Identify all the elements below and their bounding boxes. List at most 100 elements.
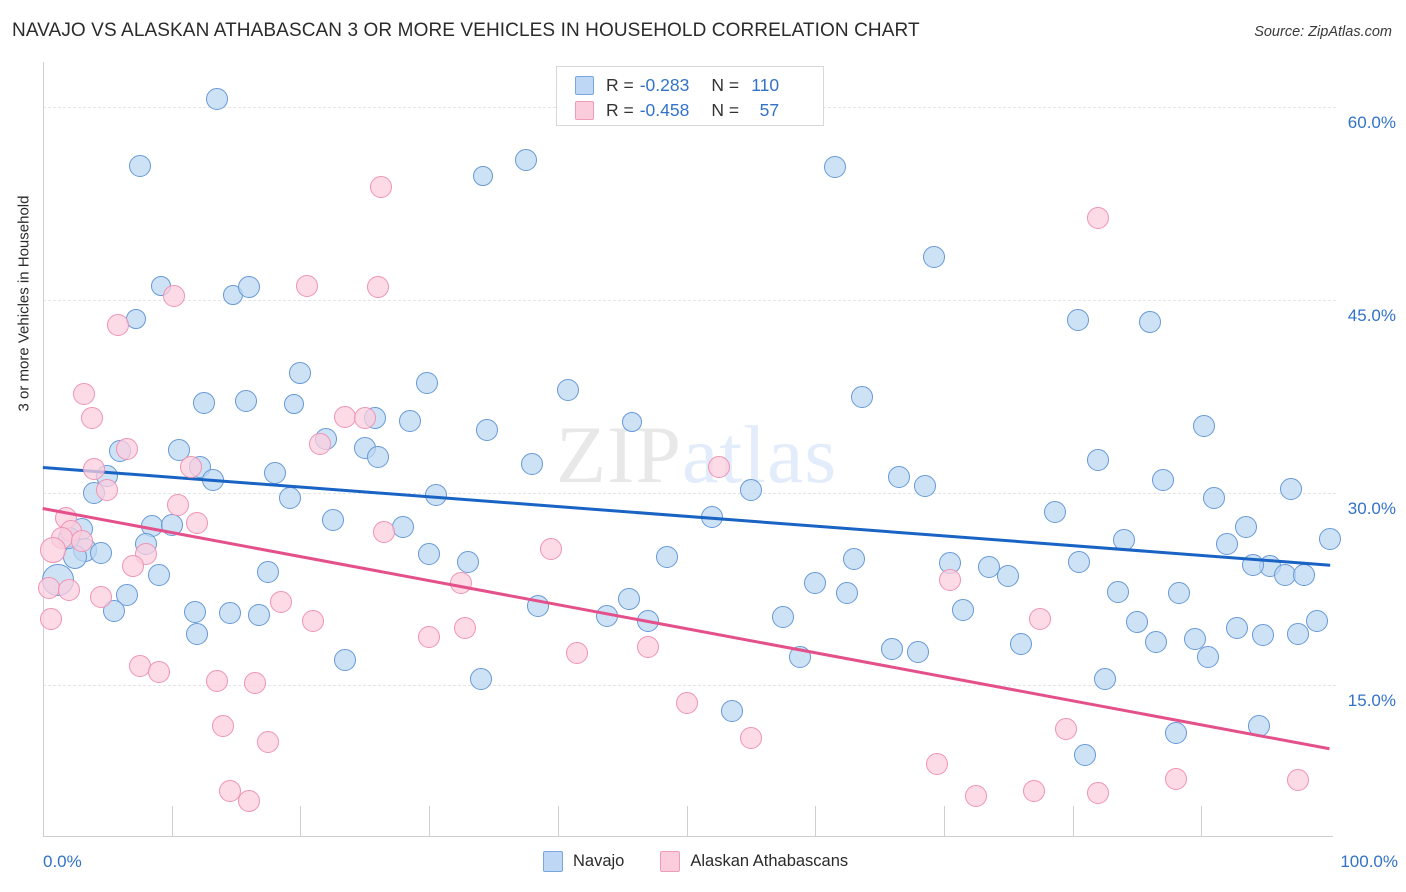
data-point[interactable]: [167, 494, 190, 517]
data-point[interactable]: [469, 667, 492, 690]
data-point[interactable]: [1022, 779, 1045, 802]
data-point[interactable]: [617, 588, 640, 611]
data-point[interactable]: [1280, 477, 1303, 500]
data-point[interactable]: [788, 646, 811, 669]
data-point[interactable]: [1196, 646, 1219, 669]
data-point[interactable]: [1145, 630, 1168, 653]
data-point[interactable]: [70, 530, 93, 553]
data-point[interactable]: [823, 156, 846, 179]
data-point[interactable]: [922, 246, 945, 269]
data-point[interactable]: [965, 784, 988, 807]
data-point[interactable]: [1235, 516, 1258, 539]
data-point[interactable]: [675, 692, 698, 715]
data-point[interactable]: [263, 462, 286, 485]
data-point[interactable]: [1216, 532, 1239, 555]
data-point[interactable]: [1241, 553, 1264, 576]
data-point[interactable]: [1203, 486, 1226, 509]
data-point[interactable]: [1168, 581, 1191, 604]
data-point[interactable]: [913, 475, 936, 498]
data-point[interactable]: [1293, 563, 1316, 586]
data-point[interactable]: [237, 275, 260, 298]
data-point[interactable]: [57, 579, 80, 602]
data-point[interactable]: [415, 372, 438, 395]
data-point[interactable]: [334, 648, 357, 671]
data-point[interactable]: [881, 638, 904, 661]
data-point[interactable]: [89, 585, 112, 608]
data-point[interactable]: [1068, 550, 1091, 573]
data-point[interactable]: [1093, 667, 1116, 690]
data-point[interactable]: [1138, 310, 1161, 333]
data-point[interactable]: [804, 571, 827, 594]
data-point[interactable]: [701, 505, 724, 528]
data-point[interactable]: [248, 603, 271, 626]
data-point[interactable]: [392, 516, 415, 539]
data-point[interactable]: [244, 671, 267, 694]
data-point[interactable]: [1055, 718, 1078, 741]
data-point[interactable]: [1286, 769, 1309, 792]
data-point[interactable]: [366, 275, 389, 298]
legend-label-alaskan-athabascans[interactable]: Alaskan Athabascans: [690, 852, 849, 870]
data-point[interactable]: [1087, 206, 1110, 229]
data-point[interactable]: [257, 561, 280, 584]
data-point[interactable]: [295, 274, 318, 297]
data-point[interactable]: [321, 508, 344, 531]
data-point[interactable]: [1226, 616, 1249, 639]
data-point[interactable]: [739, 478, 762, 501]
legend-swatch-navajo-icon[interactable]: [543, 851, 563, 872]
data-point[interactable]: [1151, 468, 1174, 491]
data-point[interactable]: [476, 418, 498, 441]
data-point[interactable]: [842, 548, 865, 571]
data-point[interactable]: [521, 453, 544, 476]
data-point[interactable]: [1113, 529, 1136, 552]
data-point[interactable]: [163, 284, 186, 307]
data-point[interactable]: [1029, 607, 1052, 630]
data-point[interactable]: [656, 545, 679, 568]
data-point[interactable]: [39, 607, 62, 630]
data-point[interactable]: [1010, 633, 1033, 656]
data-point[interactable]: [80, 407, 103, 429]
data-point[interactable]: [622, 411, 643, 432]
data-point[interactable]: [540, 538, 563, 561]
data-point[interactable]: [257, 730, 280, 753]
data-point[interactable]: [186, 512, 209, 535]
data-point[interactable]: [115, 437, 138, 460]
data-point[interactable]: [1106, 580, 1129, 603]
data-point[interactable]: [283, 393, 304, 414]
data-point[interactable]: [418, 625, 441, 648]
data-point[interactable]: [147, 563, 170, 586]
data-point[interactable]: [1043, 500, 1066, 523]
data-point[interactable]: [366, 445, 389, 468]
data-point[interactable]: [1286, 622, 1309, 645]
data-point[interactable]: [997, 565, 1020, 588]
data-point[interactable]: [772, 606, 795, 629]
data-point[interactable]: [456, 550, 479, 573]
data-point[interactable]: [168, 439, 191, 462]
data-point[interactable]: [192, 391, 215, 414]
data-point[interactable]: [183, 601, 206, 624]
data-point[interactable]: [353, 407, 376, 429]
data-point[interactable]: [73, 382, 96, 405]
data-point[interactable]: [1192, 414, 1215, 437]
data-point[interactable]: [125, 309, 146, 330]
data-point[interactable]: [122, 554, 145, 577]
data-point[interactable]: [106, 314, 129, 337]
data-point[interactable]: [1164, 721, 1187, 744]
data-point[interactable]: [850, 386, 873, 409]
data-point[interactable]: [279, 486, 302, 509]
data-point[interactable]: [907, 640, 930, 663]
data-point[interactable]: [270, 590, 293, 613]
data-point[interactable]: [720, 700, 743, 723]
data-point[interactable]: [186, 622, 209, 645]
data-point[interactable]: [201, 468, 224, 491]
data-point[interactable]: [514, 148, 537, 171]
data-point[interactable]: [939, 568, 962, 591]
data-point[interactable]: [557, 378, 580, 401]
data-point[interactable]: [595, 604, 618, 627]
data-point[interactable]: [205, 88, 228, 111]
data-point[interactable]: [212, 715, 235, 738]
data-point[interactable]: [1066, 309, 1089, 332]
data-point[interactable]: [308, 432, 331, 455]
data-point[interactable]: [454, 616, 477, 639]
data-point[interactable]: [707, 455, 730, 478]
data-point[interactable]: [473, 166, 494, 187]
